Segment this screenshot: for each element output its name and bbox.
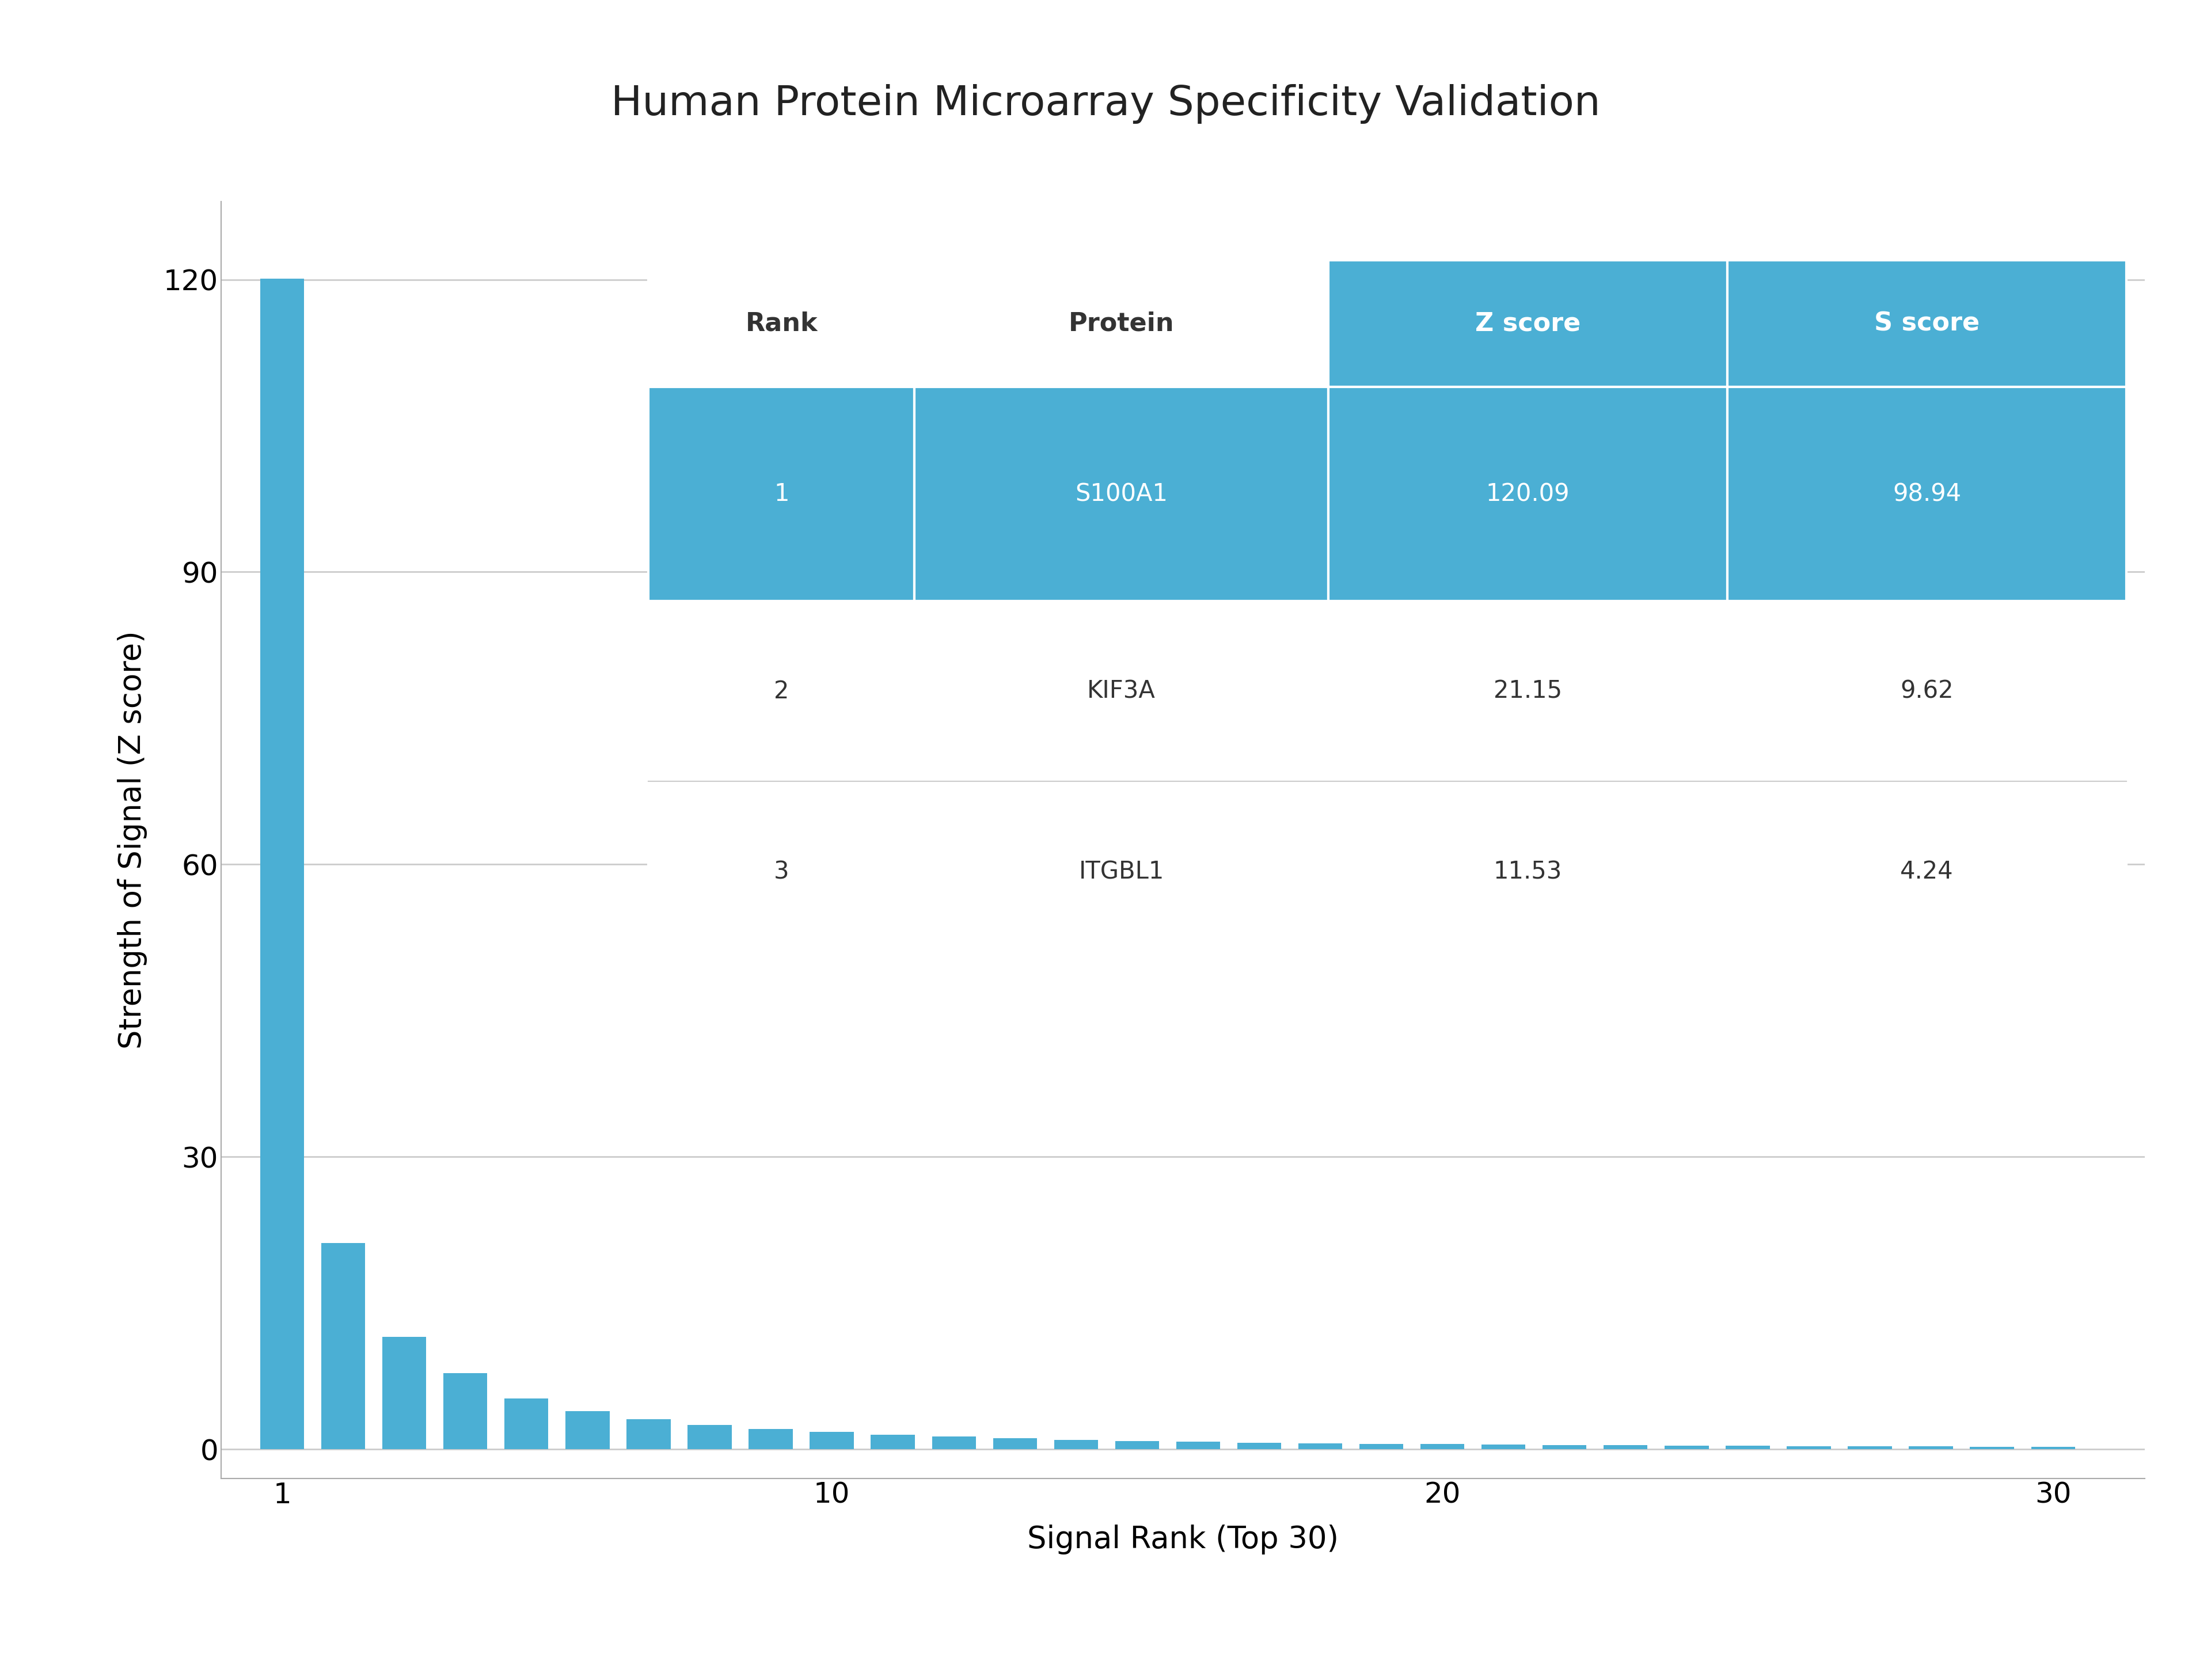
- Bar: [809, 1431, 853, 1450]
- Bar: [931, 1436, 975, 1450]
- Text: 4.24: 4.24: [1899, 860, 1955, 884]
- Text: KIF3A: KIF3A: [1088, 679, 1156, 704]
- Bar: [1176, 1441, 1220, 1450]
- Bar: [1727, 781, 2127, 963]
- Bar: [1848, 1446, 1893, 1450]
- Bar: [1329, 601, 1727, 781]
- Bar: [1970, 1446, 2014, 1450]
- Bar: [1481, 1445, 1526, 1450]
- Text: 98.94: 98.94: [1893, 482, 1961, 506]
- Bar: [1238, 1443, 1280, 1450]
- Bar: [1360, 1443, 1404, 1450]
- Bar: [1543, 1445, 1587, 1450]
- Bar: [871, 1435, 915, 1450]
- Bar: [1298, 1443, 1342, 1450]
- Bar: [1665, 1445, 1709, 1450]
- Bar: [648, 781, 915, 963]
- X-axis label: Signal Rank (Top 30): Signal Rank (Top 30): [1028, 1525, 1338, 1554]
- Bar: [1727, 260, 2127, 386]
- Bar: [648, 260, 915, 386]
- Text: 11.53: 11.53: [1492, 860, 1563, 884]
- Bar: [648, 601, 915, 781]
- Text: ITGBL1: ITGBL1: [1079, 860, 1165, 884]
- Bar: [915, 386, 1329, 601]
- Text: 1: 1: [774, 482, 789, 506]
- Bar: [1055, 1440, 1099, 1450]
- Bar: [1329, 260, 1727, 386]
- Bar: [1603, 1445, 1647, 1450]
- Bar: [444, 1373, 486, 1450]
- Bar: [504, 1398, 548, 1450]
- Bar: [915, 601, 1329, 781]
- Text: 2: 2: [774, 679, 789, 704]
- Bar: [1727, 1446, 1769, 1450]
- Y-axis label: Strength of Signal (Z score): Strength of Signal (Z score): [117, 630, 148, 1050]
- Bar: [648, 386, 915, 601]
- Bar: [261, 279, 305, 1450]
- Bar: [993, 1438, 1037, 1450]
- Text: 21.15: 21.15: [1495, 679, 1563, 704]
- Text: Human Protein Microarray Specificity Validation: Human Protein Microarray Specificity Val…: [610, 84, 1601, 124]
- Bar: [750, 1428, 794, 1450]
- Bar: [1786, 1446, 1831, 1450]
- Text: 3: 3: [774, 860, 789, 884]
- Text: S100A1: S100A1: [1075, 482, 1167, 506]
- Text: Protein: Protein: [1068, 311, 1174, 336]
- Bar: [1329, 386, 1727, 601]
- Bar: [1114, 1441, 1159, 1450]
- Bar: [915, 781, 1329, 963]
- Bar: [383, 1337, 427, 1450]
- Bar: [566, 1411, 610, 1450]
- Text: S score: S score: [1875, 311, 1979, 336]
- Text: 120.09: 120.09: [1486, 482, 1570, 506]
- Text: Rank: Rank: [745, 311, 818, 336]
- Bar: [1727, 601, 2127, 781]
- Bar: [915, 260, 1329, 386]
- Text: 9.62: 9.62: [1899, 679, 1955, 704]
- Bar: [1329, 781, 1727, 963]
- Bar: [1727, 386, 2127, 601]
- Bar: [1908, 1446, 1952, 1450]
- Text: Z score: Z score: [1475, 311, 1581, 336]
- Bar: [1419, 1445, 1464, 1450]
- Bar: [688, 1425, 732, 1450]
- Bar: [321, 1243, 365, 1450]
- Bar: [2032, 1446, 2076, 1450]
- Bar: [626, 1420, 670, 1450]
